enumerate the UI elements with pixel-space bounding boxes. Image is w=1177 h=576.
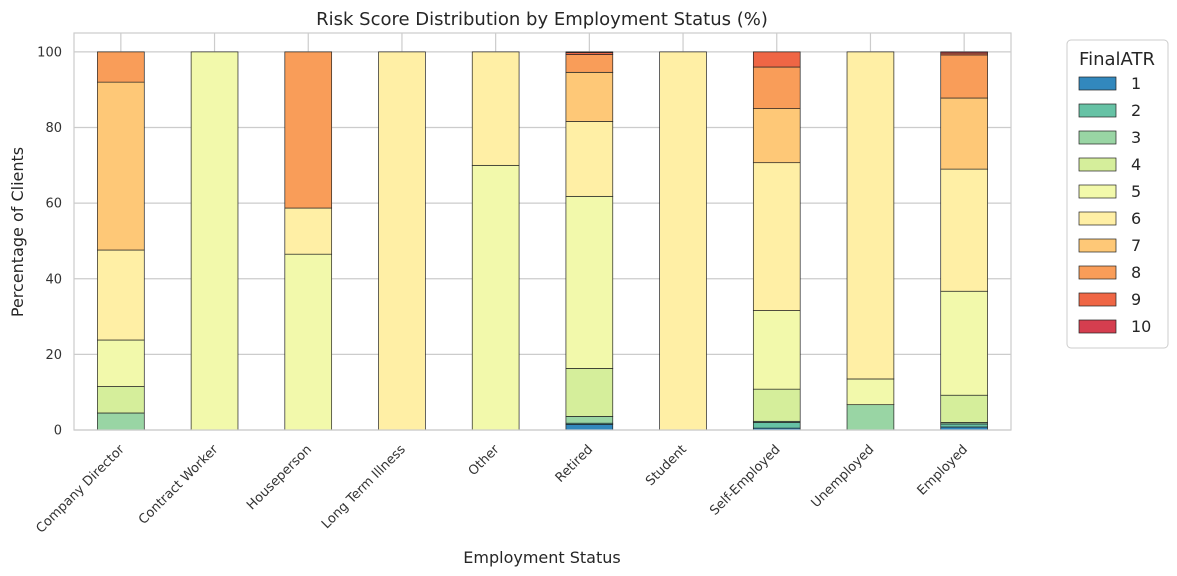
bar-segment bbox=[97, 249, 145, 341]
legend-swatch bbox=[1078, 319, 1117, 334]
bar-segment bbox=[97, 386, 145, 414]
y-tick-label: 60 bbox=[45, 197, 62, 212]
bar-segment bbox=[752, 422, 801, 429]
legend-label: 10 bbox=[1131, 317, 1151, 336]
bar-segment bbox=[471, 51, 520, 166]
legend-swatch bbox=[1078, 238, 1117, 253]
bar-segment bbox=[565, 416, 614, 424]
y-tick-label: 100 bbox=[37, 45, 62, 60]
x-tick-label: Houseperson bbox=[244, 442, 315, 513]
chart-title: Risk Score Distribution by Employment St… bbox=[316, 9, 768, 30]
legend-label: 5 bbox=[1131, 182, 1141, 201]
bar-segment bbox=[284, 207, 333, 255]
x-tick-label: Other bbox=[466, 442, 503, 479]
bar-segment bbox=[190, 51, 239, 431]
bar-segment bbox=[565, 423, 614, 431]
y-tick-label: 0 bbox=[54, 424, 62, 439]
legend-swatch bbox=[1078, 103, 1117, 118]
x-axis-ticks: Company Director Contract Worker Housepers… bbox=[33, 442, 970, 537]
bar-segment bbox=[97, 412, 145, 431]
bar-segment bbox=[846, 404, 895, 431]
plot-frame bbox=[73, 32, 1012, 431]
legend-label: 9 bbox=[1131, 290, 1141, 309]
bar-segment bbox=[97, 339, 145, 387]
bar-segment bbox=[752, 310, 801, 390]
legend-label: 1 bbox=[1131, 74, 1141, 93]
legend: FinalATR 1 2 3 4 5 6 7 8 9 10 bbox=[1066, 39, 1169, 349]
bar-segment bbox=[752, 108, 801, 164]
bar-segment bbox=[846, 378, 895, 406]
bar-segment bbox=[284, 253, 333, 431]
bar-segment bbox=[940, 394, 988, 423]
legend-label: 2 bbox=[1131, 101, 1141, 120]
bar-segment bbox=[471, 164, 520, 431]
bar-segment bbox=[565, 121, 614, 197]
bar-segment bbox=[565, 195, 614, 369]
bar-segment bbox=[378, 51, 426, 431]
legend-label: 6 bbox=[1131, 209, 1141, 228]
bar-segment bbox=[752, 66, 801, 109]
bar-segment bbox=[940, 51, 988, 54]
x-axis-title: Employment Status bbox=[463, 548, 620, 567]
bar-segment bbox=[752, 162, 801, 311]
bars-group bbox=[97, 51, 988, 431]
x-tick-label: Unemployed bbox=[809, 442, 878, 511]
x-tick-label: Long Term Illness bbox=[319, 442, 409, 532]
y-axis-title: Percentage of Clients bbox=[8, 147, 27, 317]
legend-items: 1 2 3 4 5 6 7 8 9 10 bbox=[1078, 74, 1151, 336]
x-tick-label: Self-Employed bbox=[707, 442, 783, 518]
legend-swatch bbox=[1078, 211, 1117, 226]
y-tick-label: 80 bbox=[45, 121, 62, 136]
bar-segment bbox=[752, 388, 801, 422]
y-tick-label: 20 bbox=[45, 348, 62, 363]
x-tick-label: Company Director bbox=[33, 442, 128, 537]
legend-swatch bbox=[1078, 76, 1117, 91]
legend-swatch bbox=[1078, 292, 1117, 307]
bar-segment bbox=[940, 423, 988, 428]
bar-segment bbox=[752, 51, 801, 68]
x-tick-label: Student bbox=[643, 442, 690, 489]
bar-segment bbox=[565, 54, 614, 73]
bar-segment bbox=[659, 51, 707, 431]
legend-label: 4 bbox=[1131, 155, 1141, 174]
bar-segment bbox=[565, 71, 614, 122]
legend-label: 7 bbox=[1131, 236, 1141, 255]
legend-swatch bbox=[1078, 184, 1117, 199]
x-tick-label: Employed bbox=[915, 442, 971, 498]
bar-segment bbox=[97, 81, 145, 251]
legend-title: FinalATR bbox=[1079, 49, 1155, 70]
y-tick-label: 40 bbox=[45, 272, 62, 287]
bar-segment bbox=[940, 168, 988, 292]
bar-segment bbox=[565, 51, 614, 54]
bar-segment bbox=[565, 368, 614, 417]
bar-segment bbox=[846, 51, 895, 380]
bar-segment bbox=[940, 97, 988, 170]
x-tick-label: Retired bbox=[553, 442, 596, 485]
bar-segment bbox=[940, 290, 988, 396]
bar-segment bbox=[284, 51, 333, 209]
legend-swatch bbox=[1078, 130, 1117, 145]
bar-segment bbox=[97, 51, 145, 83]
legend-swatch bbox=[1078, 157, 1117, 172]
y-axis-ticks: 0 20 40 60 80 100 bbox=[37, 45, 62, 438]
bar-segment bbox=[940, 54, 988, 99]
x-tick-label: Contract Worker bbox=[136, 442, 222, 528]
legend-label: 8 bbox=[1131, 263, 1141, 282]
legend-label: 3 bbox=[1131, 128, 1141, 147]
legend-swatch bbox=[1078, 265, 1117, 280]
